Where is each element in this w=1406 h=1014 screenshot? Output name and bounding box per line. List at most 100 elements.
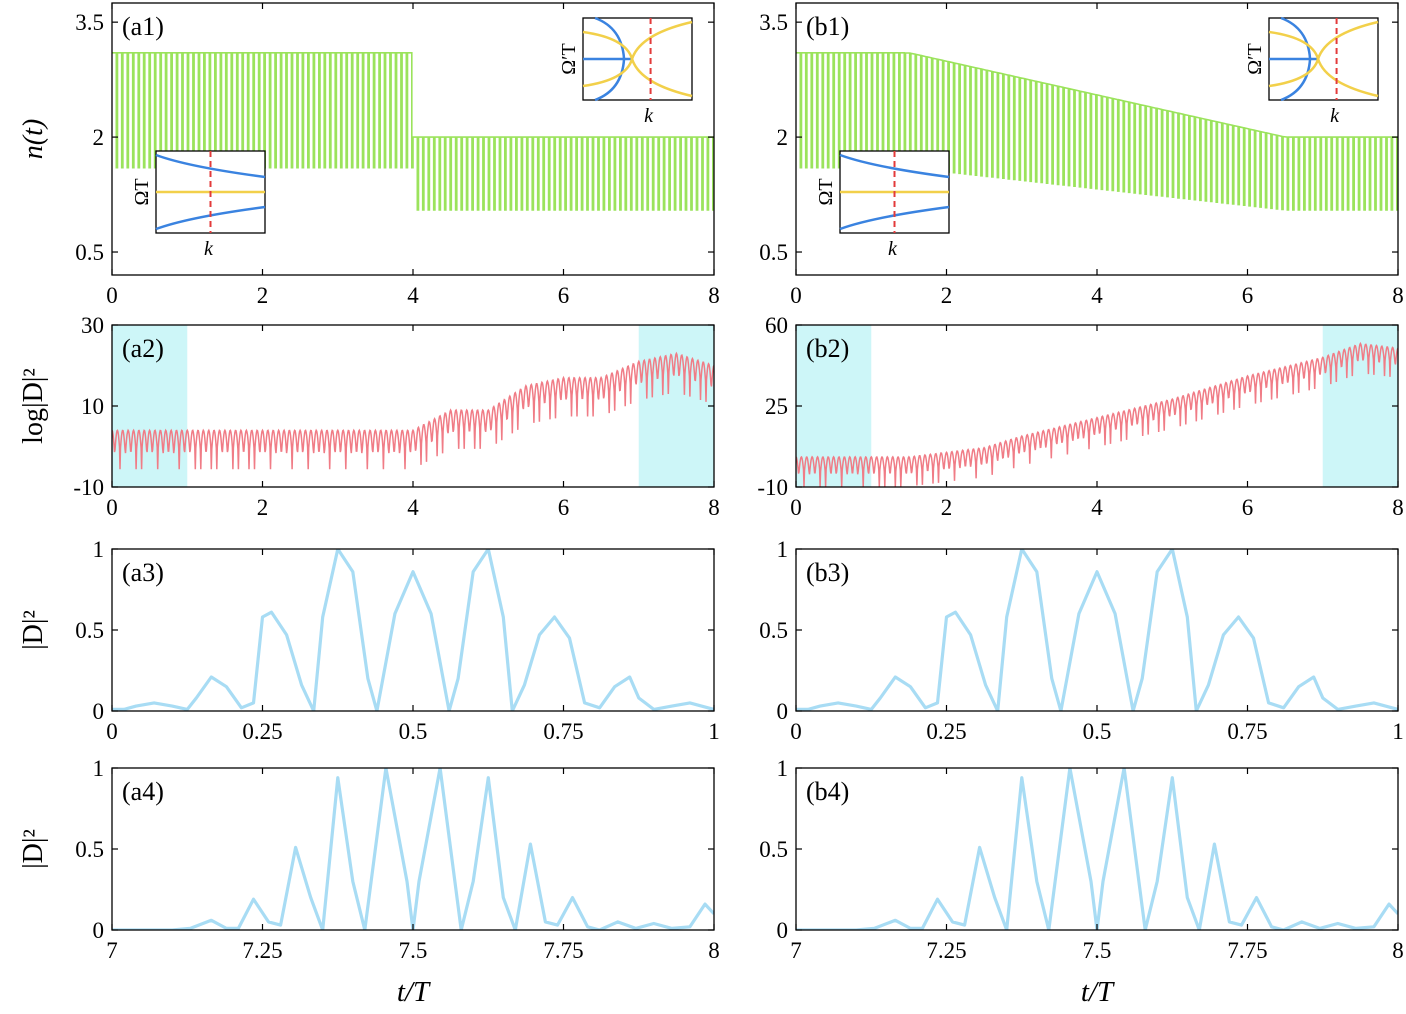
x-tick-label: 8 bbox=[1392, 938, 1404, 963]
y-tick-label: 30 bbox=[81, 313, 104, 338]
y-tick-label: 2 bbox=[777, 125, 789, 150]
x-tick-label: 0.25 bbox=[242, 719, 282, 744]
x-tick-label: 4 bbox=[1091, 495, 1103, 520]
panel-label: (a3) bbox=[122, 558, 164, 587]
x-tick-label: 2 bbox=[257, 495, 269, 520]
panel-label: (a4) bbox=[122, 777, 164, 806]
axes-frame bbox=[111, 324, 715, 488]
x-tick-label: 0.75 bbox=[543, 719, 583, 744]
inset-b1-inset-static: ΩT k bbox=[815, 150, 950, 260]
x-tick-label: 7.75 bbox=[1227, 938, 1267, 963]
upper-band bbox=[839, 153, 950, 179]
panel-b1: 0 2 4 6 8 0.5 2 3.5 (b1) ΩT k Ω′T k bbox=[759, 2, 1404, 308]
n-t-series-line bbox=[796, 51, 1398, 211]
y-tick-label: 1 bbox=[777, 537, 789, 562]
panel-label: (a1) bbox=[122, 12, 164, 41]
x-tick-label: 7.25 bbox=[242, 938, 282, 963]
panel-a1: 0 2 4 6 8 0.5 2 3.5 (a1) n(t) ΩT k Ω′T k bbox=[18, 2, 720, 308]
lower-band bbox=[839, 205, 950, 231]
x-tick-label: 8 bbox=[1392, 495, 1404, 520]
x-tick-label: 7.75 bbox=[543, 938, 583, 963]
x-tick-label: 0.25 bbox=[926, 719, 966, 744]
log-d-series-line bbox=[796, 341, 1398, 487]
lower-band bbox=[155, 205, 266, 231]
y-tick-label: 0.5 bbox=[75, 240, 104, 265]
x-tick-label: 8 bbox=[708, 283, 720, 308]
y-tick-label: 0.5 bbox=[75, 837, 104, 862]
log-d-series-line bbox=[112, 351, 714, 470]
y-tick-label: 10 bbox=[81, 394, 104, 419]
inset-b1-inset-mod: Ω′T k bbox=[1244, 16, 1379, 127]
x-tick-label: 4 bbox=[1091, 283, 1103, 308]
panel-label: (a2) bbox=[122, 334, 164, 363]
panel-label: (b4) bbox=[806, 777, 849, 806]
axes-frame bbox=[795, 767, 1399, 931]
y-tick-label: 0 bbox=[93, 918, 105, 943]
panel-label: (b3) bbox=[806, 558, 849, 587]
panel-b2: 0 2 4 6 8 -10 25 60 (b2) bbox=[757, 313, 1403, 520]
d2-series-line bbox=[112, 768, 714, 930]
x-tick-label: 0.5 bbox=[1083, 719, 1112, 744]
y-tick-label: 0.5 bbox=[759, 618, 788, 643]
x-tick-label: 6 bbox=[558, 283, 570, 308]
y-tick-label: 25 bbox=[765, 394, 788, 419]
d2-series-line bbox=[796, 549, 1398, 711]
x-tick-label: 7.25 bbox=[926, 938, 966, 963]
shaded-region bbox=[796, 325, 872, 487]
n-t-series-line bbox=[112, 52, 714, 211]
panel-a4: 7 7.25 7.5 7.75 8 0 0.5 1 (a4) |D|² bbox=[18, 756, 720, 963]
y-tick-label: 1 bbox=[777, 756, 789, 781]
inset-a1-inset-static: ΩT k bbox=[131, 150, 266, 260]
y-tick-label: -10 bbox=[757, 475, 788, 500]
x-tick-label: 0 bbox=[106, 495, 118, 520]
x-tick-label: 0 bbox=[790, 719, 802, 744]
inset-y-label: Ω′T bbox=[558, 43, 580, 74]
y-tick-label: 0 bbox=[777, 699, 789, 724]
inset-x-label: k bbox=[1330, 105, 1340, 127]
x-axis-title: t/T bbox=[397, 976, 431, 1008]
inset-a1-inset-mod: Ω′T k bbox=[558, 16, 693, 127]
y-axis-title: |D|² bbox=[18, 829, 49, 869]
x-tick-label: 8 bbox=[1392, 283, 1404, 308]
d2-series-line bbox=[796, 768, 1398, 930]
x-tick-label: 0.5 bbox=[399, 719, 428, 744]
y-tick-label: 0.5 bbox=[75, 618, 104, 643]
upper-band bbox=[155, 153, 266, 179]
y-tick-label: 0 bbox=[777, 918, 789, 943]
y-tick-label: 3.5 bbox=[759, 10, 788, 35]
y-axis-title: log|D|² bbox=[18, 368, 49, 444]
x-tick-label: 7 bbox=[790, 938, 802, 963]
lower-crossing-band bbox=[1268, 54, 1379, 98]
panel-a3: 0 0.25 0.5 0.75 1 0 0.5 1 (a3) |D|² bbox=[18, 537, 720, 744]
x-tick-label: 8 bbox=[708, 938, 720, 963]
x-tick-label: 0 bbox=[790, 283, 802, 308]
x-tick-label: 6 bbox=[558, 495, 570, 520]
y-tick-label: 0 bbox=[93, 699, 105, 724]
y-tick-label: 2 bbox=[93, 125, 105, 150]
x-tick-label: 6 bbox=[1242, 283, 1254, 308]
shaded-region bbox=[112, 325, 188, 487]
x-tick-label: 2 bbox=[941, 283, 953, 308]
d2-series-line bbox=[112, 549, 714, 711]
x-tick-label: 1 bbox=[708, 719, 720, 744]
panel-a2: 0 2 4 6 8 -10 10 30 (a2) log|D|² bbox=[18, 313, 720, 520]
y-axis-title: |D|² bbox=[18, 610, 49, 650]
y-tick-label: 0.5 bbox=[759, 837, 788, 862]
x-tick-label: 7.5 bbox=[1083, 938, 1112, 963]
x-tick-label: 0 bbox=[790, 495, 802, 520]
shaded-region bbox=[638, 325, 714, 487]
lower-crossing-band bbox=[582, 54, 693, 98]
x-tick-label: 2 bbox=[257, 283, 269, 308]
x-axis-title: t/T bbox=[1081, 976, 1115, 1008]
inset-y-label: ΩT bbox=[131, 178, 153, 205]
x-tick-label: 6 bbox=[1242, 495, 1254, 520]
panel-b4: 7 7.25 7.5 7.75 8 0 0.5 1 (b4) bbox=[759, 756, 1404, 963]
panel-label: (b2) bbox=[806, 334, 849, 363]
axes-frame bbox=[111, 767, 715, 931]
panel-label: (b1) bbox=[806, 12, 849, 41]
panel-b3: 0 0.25 0.5 0.75 1 0 0.5 1 (b3) bbox=[759, 537, 1404, 744]
y-axis-title: n(t) bbox=[18, 119, 49, 159]
y-tick-label: 3.5 bbox=[75, 10, 104, 35]
x-tick-label: 0 bbox=[106, 719, 118, 744]
